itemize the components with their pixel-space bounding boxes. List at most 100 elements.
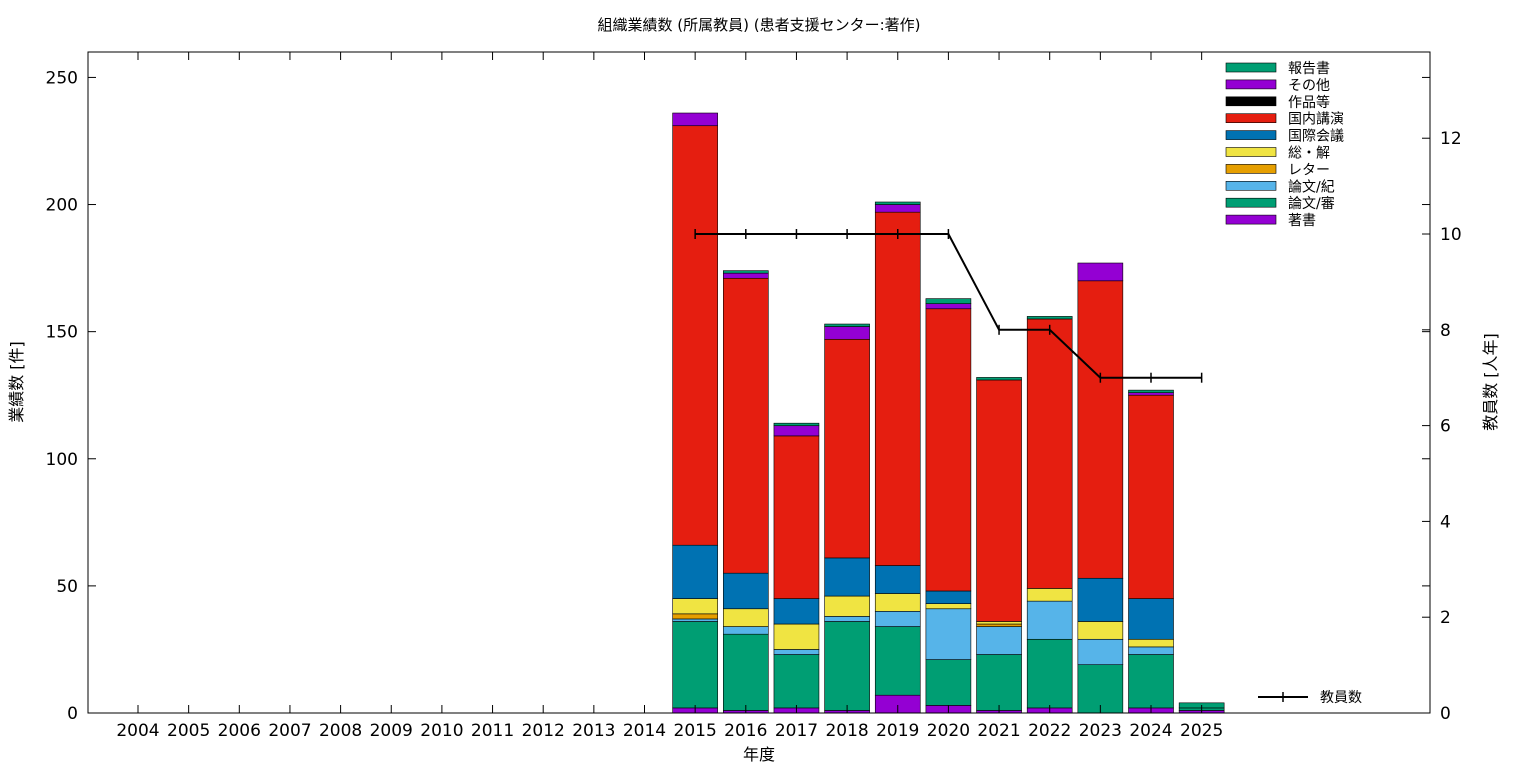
y2-axis-title: 教員数 [人年] xyxy=(1481,333,1500,431)
legend-label: 総・解 xyxy=(1288,146,1330,162)
x-tick-label: 2017 xyxy=(775,721,818,741)
bar-segment xyxy=(874,593,921,612)
x-tick-label: 2023 xyxy=(1079,721,1122,741)
x-tick-label: 2015 xyxy=(674,721,717,741)
bar-segment xyxy=(976,621,1022,625)
plot-frame xyxy=(87,51,1431,714)
bar-segment xyxy=(672,125,718,546)
bar-segment xyxy=(874,211,921,566)
y2-tick-label: 2 xyxy=(1440,608,1451,628)
bar-segment xyxy=(1077,664,1124,714)
bar-segment xyxy=(925,308,972,592)
y2-tick-label: 6 xyxy=(1440,417,1451,437)
bar-segment xyxy=(1128,654,1174,709)
bar-segment xyxy=(976,654,1022,711)
legend-swatch xyxy=(1225,197,1277,208)
x-tick-label: 2014 xyxy=(623,721,666,741)
legend-label: 国際会議 xyxy=(1288,128,1344,145)
bar-segment xyxy=(1026,600,1073,640)
bar-segment xyxy=(1077,280,1124,579)
bar-segment xyxy=(672,598,718,615)
bar-segment xyxy=(1077,638,1124,665)
bar-segment xyxy=(722,277,769,574)
bar-segment xyxy=(1128,394,1174,599)
bar-segment xyxy=(1077,577,1124,622)
legend-label: 作品等 xyxy=(1288,94,1330,111)
legend-swatch xyxy=(1225,113,1277,123)
legend-swatch xyxy=(1225,96,1277,107)
bar-segment xyxy=(672,112,718,127)
x-tick-label: 2024 xyxy=(1129,721,1172,741)
x-tick-label: 2025 xyxy=(1180,721,1223,741)
bar-segment xyxy=(874,565,921,594)
bar-segment xyxy=(1077,621,1124,640)
legend-label: その他 xyxy=(1288,78,1330,94)
bar-segment xyxy=(672,618,718,622)
legend-label: 国内講演 xyxy=(1288,112,1344,128)
bar-segment xyxy=(925,603,972,610)
x-tick-label: 2004 xyxy=(116,721,159,741)
bar-segment xyxy=(1128,389,1174,393)
legend-swatch xyxy=(1225,147,1277,157)
bar-segment xyxy=(672,621,718,709)
bar-segment xyxy=(1026,588,1073,602)
x-tick-label: 2006 xyxy=(218,721,261,741)
bar-segment xyxy=(722,633,769,711)
legend-label-staff: 教員数 xyxy=(1320,690,1362,706)
bar-segment xyxy=(722,626,769,635)
bar-segment xyxy=(874,201,921,205)
bar-segment xyxy=(1026,318,1073,589)
bar-segment xyxy=(1026,316,1073,320)
x-axis-title: 年度 xyxy=(743,745,775,764)
bar-segment xyxy=(874,611,921,627)
bar-segment xyxy=(824,557,870,597)
y-tick-label: 200 xyxy=(46,196,78,216)
x-tick-label: 2012 xyxy=(522,721,565,741)
bar-segment xyxy=(773,422,820,427)
legend-swatch xyxy=(1225,181,1277,191)
y-tick-label: 0 xyxy=(67,704,78,724)
x-tick-label: 2020 xyxy=(927,721,970,741)
bar-segment xyxy=(773,623,820,650)
bar-segment xyxy=(824,326,870,340)
x-tick-label: 2019 xyxy=(876,721,919,741)
x-tick-label: 2022 xyxy=(1028,721,1071,741)
y2-tick-label: 12 xyxy=(1440,129,1462,149)
bar-segment xyxy=(1128,646,1174,655)
x-tick-label: 2013 xyxy=(572,721,615,741)
y2-tick-label: 4 xyxy=(1440,512,1451,532)
y-tick-label: 50 xyxy=(56,577,78,597)
y-axis-title: 業績数 [件] xyxy=(7,341,26,423)
legend-label: 論文/審 xyxy=(1288,196,1335,212)
bar-segment xyxy=(874,204,921,213)
bar-segment xyxy=(824,338,870,559)
legend-swatch xyxy=(1225,214,1277,225)
bar-segment xyxy=(1128,392,1174,396)
legend-swatch xyxy=(1225,164,1277,174)
bar-segment xyxy=(824,595,870,617)
legend-label: 論文/紀 xyxy=(1288,179,1335,195)
bar-segment xyxy=(925,298,972,304)
bar-segment xyxy=(773,425,820,437)
bar-segment xyxy=(773,598,820,625)
bars-layer xyxy=(672,112,1225,714)
bar-segment xyxy=(925,659,972,706)
bar-segment xyxy=(824,621,870,711)
bar-segment xyxy=(1077,262,1124,282)
bar-segment xyxy=(773,649,820,655)
bar-segment xyxy=(722,270,769,274)
bar-segment xyxy=(824,616,870,622)
legend-swatch xyxy=(1225,62,1277,73)
x-tick-label: 2018 xyxy=(825,721,868,741)
chart-title: 組織業績数 (所属教員) (患者支援センター:著作) xyxy=(597,16,920,34)
bar-segment xyxy=(722,608,769,627)
bar-segment xyxy=(773,435,820,599)
bar-segment xyxy=(976,377,1022,381)
bar-segment xyxy=(925,608,972,660)
staff-line-layer xyxy=(694,229,1203,383)
bar-segment xyxy=(672,613,718,620)
bar-segment xyxy=(925,303,972,310)
y-tick-label: 100 xyxy=(46,450,78,470)
